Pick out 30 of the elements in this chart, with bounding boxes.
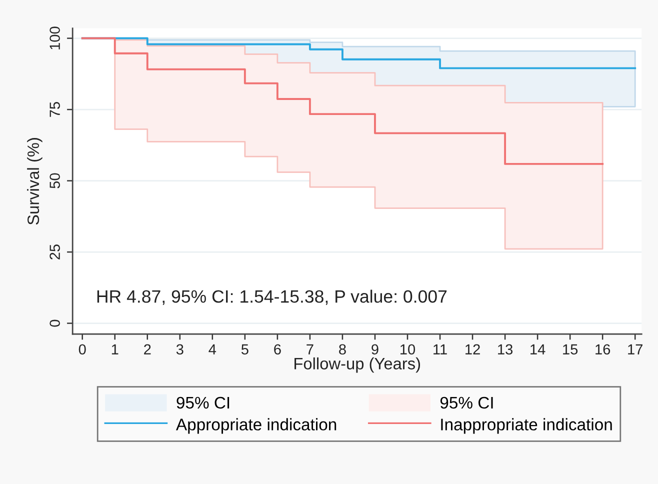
x-tick-label: 2 xyxy=(144,344,151,354)
x-tick-label: 12 xyxy=(466,344,480,354)
y-axis-title: Survival (%) xyxy=(27,138,42,225)
x-tick-label: 3 xyxy=(176,344,184,355)
x-tick-label: 14 xyxy=(530,344,546,354)
y-tick-label: 75 xyxy=(50,102,60,117)
x-tick-label: 11 xyxy=(434,344,447,354)
legend-label: 95% CI xyxy=(440,396,493,409)
legend-label: 95% CI xyxy=(176,396,230,409)
x-tick-label: 0 xyxy=(78,344,86,355)
x-tick-label: 9 xyxy=(372,344,378,355)
x-axis-title: Follow-up (Years) xyxy=(294,357,420,373)
y-tick-label: 25 xyxy=(50,244,60,260)
legend-label: Appropriate indication xyxy=(176,418,336,434)
x-tick-label: 5 xyxy=(241,344,248,355)
x-tick-label: 6 xyxy=(274,344,281,355)
y-tick-label: 100 xyxy=(50,26,60,50)
y-tick-label: 0 xyxy=(50,320,60,327)
x-tick-label: 8 xyxy=(339,344,346,355)
x-tick-label: 15 xyxy=(563,344,578,355)
y-tick-label: 50 xyxy=(50,173,60,188)
x-tick-label: 13 xyxy=(498,344,513,355)
x-tick-label: 10 xyxy=(400,344,416,355)
annotation: HR 4.87, 95% CI: 1.54-15.38, P value: 0.007 xyxy=(97,290,447,305)
x-tick-label: 17 xyxy=(628,344,642,354)
x-tick-label: 7 xyxy=(306,344,314,354)
legend-label: Inappropriate indication xyxy=(441,418,612,434)
x-tick-label: 1 xyxy=(112,344,118,354)
x-tick-label: 16 xyxy=(596,344,610,355)
x-tick-label: 4 xyxy=(208,344,216,354)
